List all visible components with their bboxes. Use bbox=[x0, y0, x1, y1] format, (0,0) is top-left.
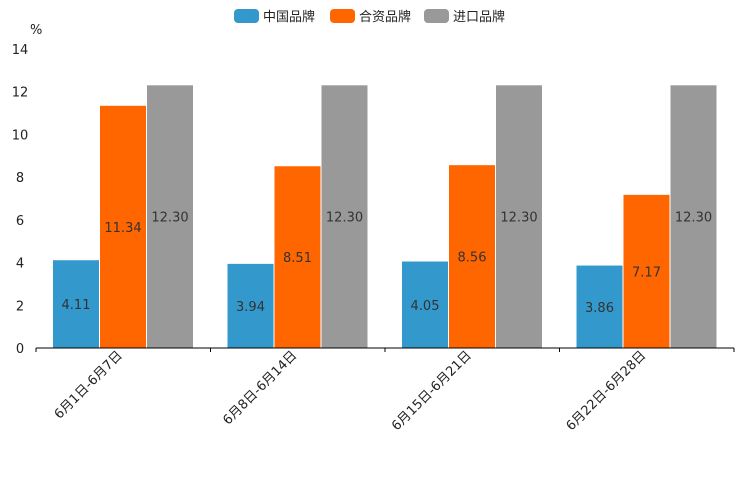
x-tick-label: 6月15日-6月21日 bbox=[389, 348, 475, 434]
data-label: 7.17 bbox=[632, 265, 661, 280]
data-label: 8.51 bbox=[283, 251, 312, 266]
data-label: 12.30 bbox=[151, 211, 188, 226]
y-tick-label: 8 bbox=[16, 171, 24, 186]
bar bbox=[623, 194, 670, 348]
bar bbox=[100, 105, 146, 348]
legend: 中国品牌 合资品牌 进口品牌 bbox=[234, 9, 505, 25]
legend-swatch bbox=[424, 9, 449, 23]
bar bbox=[496, 85, 542, 349]
y-tick-label: 10 bbox=[12, 128, 29, 143]
legend-label: 中国品牌 bbox=[263, 9, 315, 25]
bars: 4.11 11.34 12.30 3.94 8.51 12.30 4.05 8.56 12.30… bbox=[53, 85, 717, 349]
bar bbox=[274, 166, 321, 348]
legend-label: 合资品牌 bbox=[359, 9, 411, 25]
x-axis: 6月1日-6月7日 6月8日-6月14日 6月15日-6月21日 6月22日-6月28… bbox=[35, 348, 735, 434]
legend-swatch bbox=[330, 9, 355, 23]
y-tick-label: 6 bbox=[16, 214, 24, 229]
x-tick-label: 6月1日-6月7日 bbox=[52, 348, 126, 422]
bar bbox=[402, 261, 448, 348]
y-axis: 0 2 4 6 8 10 12 14 bbox=[12, 43, 29, 357]
bar bbox=[53, 260, 99, 348]
bar bbox=[147, 85, 193, 349]
bar bbox=[670, 85, 717, 349]
data-label: 8.56 bbox=[458, 251, 487, 266]
data-label: 12.30 bbox=[326, 211, 363, 226]
y-tick-label: 0 bbox=[16, 342, 24, 357]
y-tick-label: 14 bbox=[12, 43, 29, 58]
bar bbox=[321, 85, 368, 349]
y-axis-unit-label: % bbox=[30, 23, 42, 38]
data-label: 11.34 bbox=[104, 221, 141, 236]
bar bbox=[227, 263, 274, 348]
data-label: 12.30 bbox=[675, 211, 712, 226]
y-tick-label: 12 bbox=[12, 86, 29, 101]
data-label: 4.11 bbox=[62, 298, 91, 313]
bar bbox=[449, 165, 495, 348]
data-label: 3.94 bbox=[236, 300, 265, 315]
y-tick-label: 4 bbox=[16, 257, 24, 272]
y-tick-label: 2 bbox=[16, 299, 24, 314]
legend-label: 进口品牌 bbox=[453, 9, 505, 25]
data-label: 4.05 bbox=[411, 299, 440, 314]
data-label: 3.86 bbox=[585, 301, 614, 316]
x-tick-label: 6月8日-6月14日 bbox=[220, 348, 300, 428]
data-label: 12.30 bbox=[500, 211, 537, 226]
x-tick-label: 6月22日-6月28日 bbox=[564, 348, 650, 434]
legend-swatch bbox=[234, 9, 259, 23]
bar bbox=[576, 265, 623, 348]
